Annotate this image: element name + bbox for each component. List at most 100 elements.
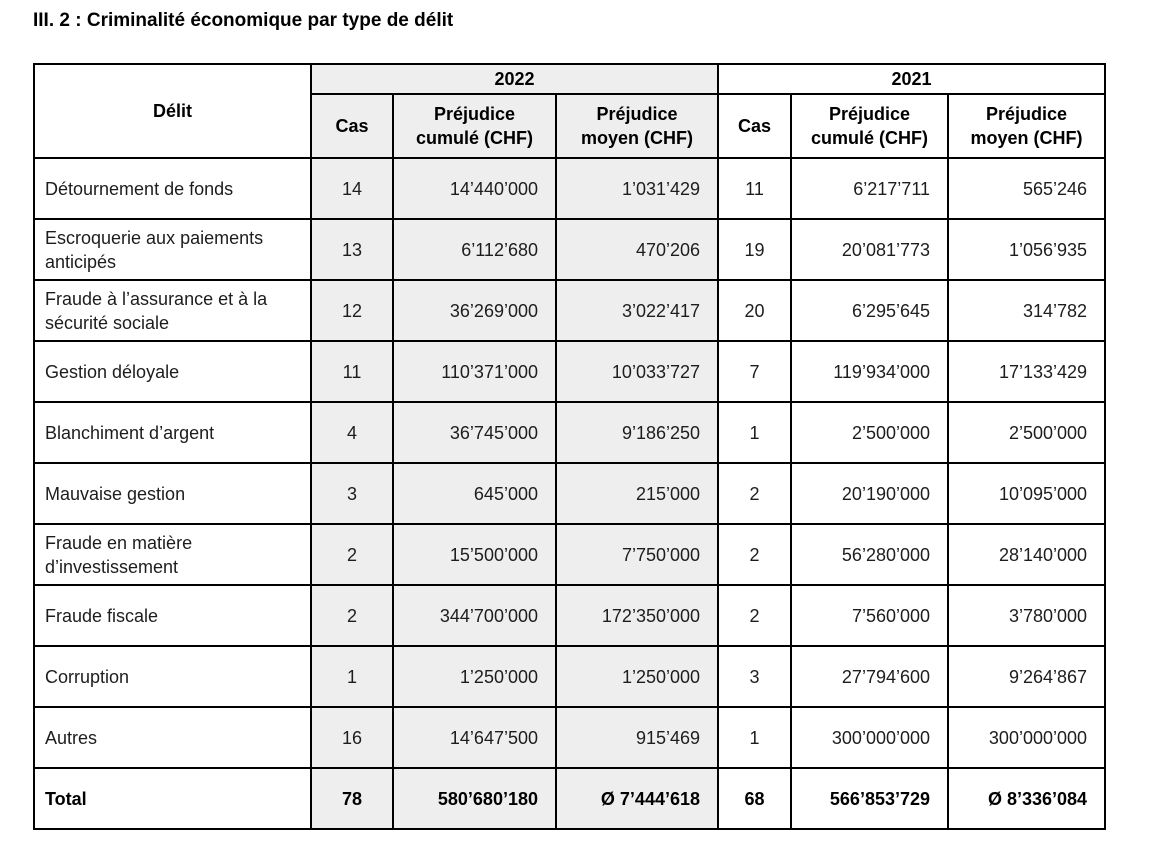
cas-2022-cell: 13 bbox=[310, 218, 394, 281]
prejudice-cumule-2022-cell: 110’371’000 bbox=[392, 340, 557, 403]
table-row: Corruption 1 1’250’000 1’250’000 3 27’794’600… bbox=[33, 645, 1107, 708]
cas-2022-cell: 2 bbox=[310, 584, 394, 647]
cas-2021-cell: 20 bbox=[717, 279, 793, 342]
delit-cell: Corruption bbox=[33, 645, 312, 708]
cas-2022-cell: 16 bbox=[310, 706, 394, 769]
cas-2022-cell: 14 bbox=[310, 157, 394, 220]
prejudice-moyen-2022-cell: 172’350’000 bbox=[554, 584, 720, 647]
cas-2021-cell: 2 bbox=[717, 462, 793, 525]
delit-cell: Autres bbox=[33, 706, 312, 769]
prejudice-cumule-2022-cell: 14’440’000 bbox=[392, 157, 557, 220]
prejudice-cumule-2021-cell: 56’280’000 bbox=[790, 523, 950, 586]
cas-2021-cell: 2 bbox=[717, 523, 793, 586]
cas-2021-cell: 7 bbox=[717, 340, 793, 403]
table-row: Autres 16 14’647’500 915’469 1 300’000’000 300… bbox=[33, 706, 1107, 769]
prejudice-moyen-2021-cell: 17’133’429 bbox=[947, 340, 1107, 403]
prejudice-cumule-2022-cell: 1’250’000 bbox=[392, 645, 557, 708]
table-row: Mauvaise gestion 3 645’000 215’000 2 20’190’0… bbox=[33, 462, 1107, 525]
cas-2022-cell: 3 bbox=[310, 462, 394, 525]
prejudice-cumule-2022-cell: 580’680’180 bbox=[392, 767, 557, 830]
prejudice-moyen-2022-cell: 3’022’417 bbox=[554, 279, 720, 342]
prejudice-moyen-2022-cell: 9’186’250 bbox=[554, 401, 720, 464]
prejudice-cumule-2021-cell: 6’217’711 bbox=[790, 157, 950, 220]
prejudice-moyen-2021-cell: 2’500’000 bbox=[947, 401, 1107, 464]
cas-2021-cell: 19 bbox=[717, 218, 793, 281]
table-caption: III. 2 : Criminalité économique par type… bbox=[33, 10, 454, 31]
delit-cell: Blanchiment d’argent bbox=[33, 401, 312, 464]
delit-cell: Fraude fiscale bbox=[33, 584, 312, 647]
prejudice-cumule-2021-cell: 27’794’600 bbox=[790, 645, 950, 708]
delit-cell: Fraude en matière d’investissement bbox=[33, 523, 312, 586]
table-row: Gestion déloyale 11 110’371’000 10’033’727 7… bbox=[33, 340, 1107, 403]
column-header-cas-2022: Cas bbox=[310, 93, 394, 159]
column-group-2022: 2022 bbox=[309, 63, 720, 95]
prejudice-moyen-2022-cell: 7’750’000 bbox=[554, 523, 720, 586]
prejudice-moyen-2022-cell: 915’469 bbox=[554, 706, 720, 769]
delit-cell: Escroquerie aux paiements anticipés bbox=[33, 218, 312, 281]
column-header-cumule-2022: Préjudice cumulé (CHF) bbox=[392, 93, 557, 159]
prejudice-cumule-2022-cell: 645’000 bbox=[392, 462, 557, 525]
prejudice-cumule-2021-cell: 6’295’645 bbox=[790, 279, 950, 342]
prejudice-moyen-2021-cell: 314’782 bbox=[947, 279, 1107, 342]
year-header-row: Délit 2022 2021 bbox=[33, 63, 1107, 159]
prejudice-cumule-2022-cell: 6’112’680 bbox=[392, 218, 557, 281]
cas-2022-cell: 12 bbox=[310, 279, 394, 342]
cas-2021-cell: 1 bbox=[717, 706, 793, 769]
column-header-delit: Délit bbox=[33, 63, 312, 159]
prejudice-cumule-2021-cell: 119’934’000 bbox=[790, 340, 950, 403]
prejudice-moyen-2021-cell: 28’140’000 bbox=[947, 523, 1107, 586]
prejudice-cumule-2022-cell: 36’269’000 bbox=[392, 279, 557, 342]
cas-2022-cell: 11 bbox=[310, 340, 394, 403]
delit-cell: Mauvaise gestion bbox=[33, 462, 312, 525]
sub-header-row: Cas Préjudice cumulé (CHF) Préjudice moy… bbox=[34, 93, 1107, 159]
prejudice-cumule-2022-cell: 344’700’000 bbox=[392, 584, 557, 647]
column-header-cas-2021: Cas bbox=[717, 93, 793, 159]
delit-cell: Total bbox=[33, 767, 312, 830]
prejudice-cumule-2022-cell: 36’745’000 bbox=[392, 401, 557, 464]
table-row: Fraude fiscale 2 344’700’000 172’350’000 2 7’… bbox=[33, 584, 1107, 647]
prejudice-cumule-2022-cell: 14’647’500 bbox=[392, 706, 557, 769]
prejudice-moyen-2021-cell: 10’095’000 bbox=[947, 462, 1107, 525]
table-body: Détournement de fonds 14 14’440’000 1’031’4… bbox=[33, 157, 1107, 830]
prejudice-cumule-2022-cell: 15’500’000 bbox=[392, 523, 557, 586]
prejudice-moyen-2021-cell: 300’000’000 bbox=[947, 706, 1107, 769]
delit-cell: Détournement de fonds bbox=[33, 157, 312, 220]
column-header-moyen-2021: Préjudice moyen (CHF) bbox=[947, 93, 1107, 159]
table-row: Escroquerie aux paiements anticipés 13 6’1… bbox=[33, 218, 1107, 281]
prejudice-cumule-2021-cell: 7’560’000 bbox=[790, 584, 950, 647]
crime-table: Délit 2022 2021 Cas Préjudice cumulé (CH… bbox=[33, 63, 1107, 830]
table-row: Blanchiment d’argent 4 36’745’000 9’186’250… bbox=[33, 401, 1107, 464]
prejudice-moyen-2022-cell: 1’250’000 bbox=[554, 645, 720, 708]
column-header-cumule-2021: Préjudice cumulé (CHF) bbox=[790, 93, 950, 159]
cas-2022-cell: 4 bbox=[310, 401, 394, 464]
cas-2022-cell: 78 bbox=[310, 767, 394, 830]
cas-2021-cell: 11 bbox=[717, 157, 793, 220]
cas-2021-cell: 1 bbox=[717, 401, 793, 464]
prejudice-moyen-2021-cell: 565’246 bbox=[947, 157, 1107, 220]
delit-cell: Gestion déloyale bbox=[33, 340, 312, 403]
prejudice-cumule-2021-cell: 300’000’000 bbox=[790, 706, 950, 769]
prejudice-cumule-2021-cell: 20’190’000 bbox=[790, 462, 950, 525]
prejudice-moyen-2021-cell: 9’264’867 bbox=[947, 645, 1107, 708]
prejudice-cumule-2021-cell: 20’081’773 bbox=[790, 218, 950, 281]
total-row: Total 78 580’680’180 Ø 7’444’618 68 566’853’7… bbox=[33, 767, 1107, 830]
prejudice-moyen-2022-cell: Ø 7’444’618 bbox=[554, 767, 720, 830]
prejudice-moyen-2021-cell: 3’780’000 bbox=[947, 584, 1107, 647]
prejudice-moyen-2022-cell: 215’000 bbox=[554, 462, 720, 525]
cas-2021-cell: 68 bbox=[717, 767, 793, 830]
table-header: Délit 2022 2021 Cas Préjudice cumulé (CH… bbox=[33, 63, 1107, 159]
table-row: Fraude à l’assurance et à la sécurité so… bbox=[33, 279, 1107, 342]
cas-2021-cell: 3 bbox=[717, 645, 793, 708]
cas-2022-cell: 1 bbox=[310, 645, 394, 708]
prejudice-moyen-2022-cell: 1’031’429 bbox=[554, 157, 720, 220]
prejudice-moyen-2021-cell: Ø 8’336’084 bbox=[947, 767, 1107, 830]
column-group-2021: 2021 bbox=[717, 63, 1107, 95]
table-container: Délit 2022 2021 Cas Préjudice cumulé (CH… bbox=[33, 63, 1107, 830]
cas-2021-cell: 2 bbox=[717, 584, 793, 647]
table-row: Détournement de fonds 14 14’440’000 1’031’4… bbox=[33, 157, 1107, 220]
cas-2022-cell: 2 bbox=[310, 523, 394, 586]
prejudice-moyen-2022-cell: 470’206 bbox=[554, 218, 720, 281]
column-header-moyen-2022: Préjudice moyen (CHF) bbox=[554, 93, 720, 159]
delit-cell: Fraude à l’assurance et à la sécurité so… bbox=[33, 279, 312, 342]
prejudice-moyen-2021-cell: 1’056’935 bbox=[947, 218, 1107, 281]
